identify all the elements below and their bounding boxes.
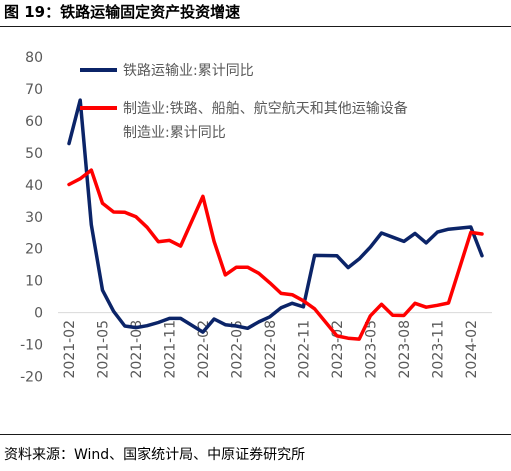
legend-label-rail: 铁路运输业:累计同比 bbox=[123, 63, 254, 79]
title-divider bbox=[0, 26, 511, 27]
x-tick-label: 2024-02 bbox=[464, 320, 480, 379]
y-tick-label: 70 bbox=[25, 82, 43, 98]
series-line-manufacturing bbox=[67, 168, 484, 341]
legend: 铁路运输业:累计同比 制造业:铁路、船舶、航空航天和其他运输设备 制造业:累计同… bbox=[80, 63, 408, 141]
y-tick-label: 20 bbox=[25, 242, 43, 258]
y-tick-label: 10 bbox=[25, 274, 43, 290]
x-tick-label: 2021-02 bbox=[62, 320, 78, 379]
y-tick-label: -10 bbox=[20, 338, 43, 354]
y-tick-label: 40 bbox=[25, 178, 43, 194]
source-note: 资料来源：Wind、国家统计局、中原证券研究所 bbox=[4, 447, 306, 463]
y-tick-label: 30 bbox=[25, 210, 43, 226]
y-tick-label: 60 bbox=[25, 114, 43, 130]
y-tick-label: 80 bbox=[25, 50, 43, 66]
x-axis: 2021-02 2021-05 2021-08 2021-11 2022-02 2022-… bbox=[62, 320, 480, 379]
y-tick-label: 50 bbox=[25, 146, 43, 162]
legend-label-manufacturing-line1: 制造业:铁路、船舶、航空航天和其他运输设备 bbox=[123, 100, 408, 117]
x-tick-label: 2022-02 bbox=[196, 320, 212, 379]
x-tick-label: 2023-11 bbox=[430, 320, 446, 379]
x-tick-label: 2021-11 bbox=[162, 320, 178, 379]
source-divider bbox=[0, 434, 511, 435]
y-tick-label: -20 bbox=[20, 370, 43, 386]
figure-title: 图 19：铁路运输固定资产投资增速 bbox=[4, 3, 241, 21]
x-tick-label: 2022-08 bbox=[263, 320, 279, 379]
x-tick-label: 2021-05 bbox=[95, 320, 111, 379]
series-group bbox=[67, 98, 484, 341]
x-tick-label: 2023-05 bbox=[363, 320, 379, 379]
x-tick-label: 2022-05 bbox=[229, 320, 245, 379]
y-tick-label: 0 bbox=[34, 306, 43, 322]
x-tick-label: 2023-08 bbox=[397, 320, 413, 379]
legend-label-manufacturing-line2: 制造业:累计同比 bbox=[123, 125, 226, 141]
x-tick-label: 2022-11 bbox=[296, 320, 312, 379]
y-axis: 80 70 60 50 40 30 20 10 0 -10 -20 bbox=[20, 50, 43, 386]
series-line-rail bbox=[67, 98, 484, 334]
x-tick-label: 2021-08 bbox=[129, 320, 145, 379]
